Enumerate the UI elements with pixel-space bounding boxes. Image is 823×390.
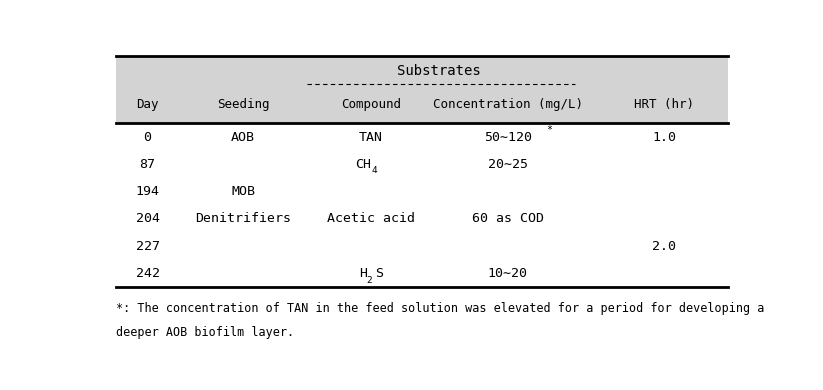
- Text: 10∼20: 10∼20: [488, 267, 528, 280]
- Text: TAN: TAN: [359, 131, 383, 144]
- Text: 242: 242: [136, 267, 160, 280]
- Text: Seeding: Seeding: [217, 98, 269, 111]
- Text: 194: 194: [136, 185, 160, 198]
- Text: Acetic acid: Acetic acid: [327, 212, 415, 225]
- Text: *: *: [546, 126, 552, 135]
- Text: 20∼25: 20∼25: [488, 158, 528, 171]
- Text: 1.0: 1.0: [652, 131, 677, 144]
- Text: Denitrifiers: Denitrifiers: [195, 212, 291, 225]
- Text: Compound: Compound: [341, 98, 401, 111]
- Text: *: The concentration of TAN in the feed solution was elevated for a period for d: *: The concentration of TAN in the feed …: [115, 302, 764, 315]
- Text: HRT (hr): HRT (hr): [635, 98, 694, 111]
- Text: 2.0: 2.0: [652, 239, 677, 253]
- Text: Concentration (mg/L): Concentration (mg/L): [433, 98, 583, 111]
- Text: deeper AOB biofilm layer.: deeper AOB biofilm layer.: [115, 326, 294, 339]
- Text: Day: Day: [137, 98, 159, 111]
- Text: S: S: [375, 267, 384, 280]
- Text: 227: 227: [136, 239, 160, 253]
- Text: MOB: MOB: [231, 185, 255, 198]
- Text: AOB: AOB: [231, 131, 255, 144]
- Text: 87: 87: [140, 158, 156, 171]
- Text: H: H: [359, 267, 367, 280]
- Text: 204: 204: [136, 212, 160, 225]
- Text: 0: 0: [143, 131, 151, 144]
- Text: 2: 2: [366, 275, 372, 285]
- Text: 60 as COD: 60 as COD: [472, 212, 544, 225]
- Text: Substrates: Substrates: [398, 64, 481, 78]
- Text: 4: 4: [371, 167, 377, 176]
- Text: 50∼120: 50∼120: [484, 131, 532, 144]
- Text: CH: CH: [355, 158, 370, 171]
- Bar: [115, 56, 728, 123]
